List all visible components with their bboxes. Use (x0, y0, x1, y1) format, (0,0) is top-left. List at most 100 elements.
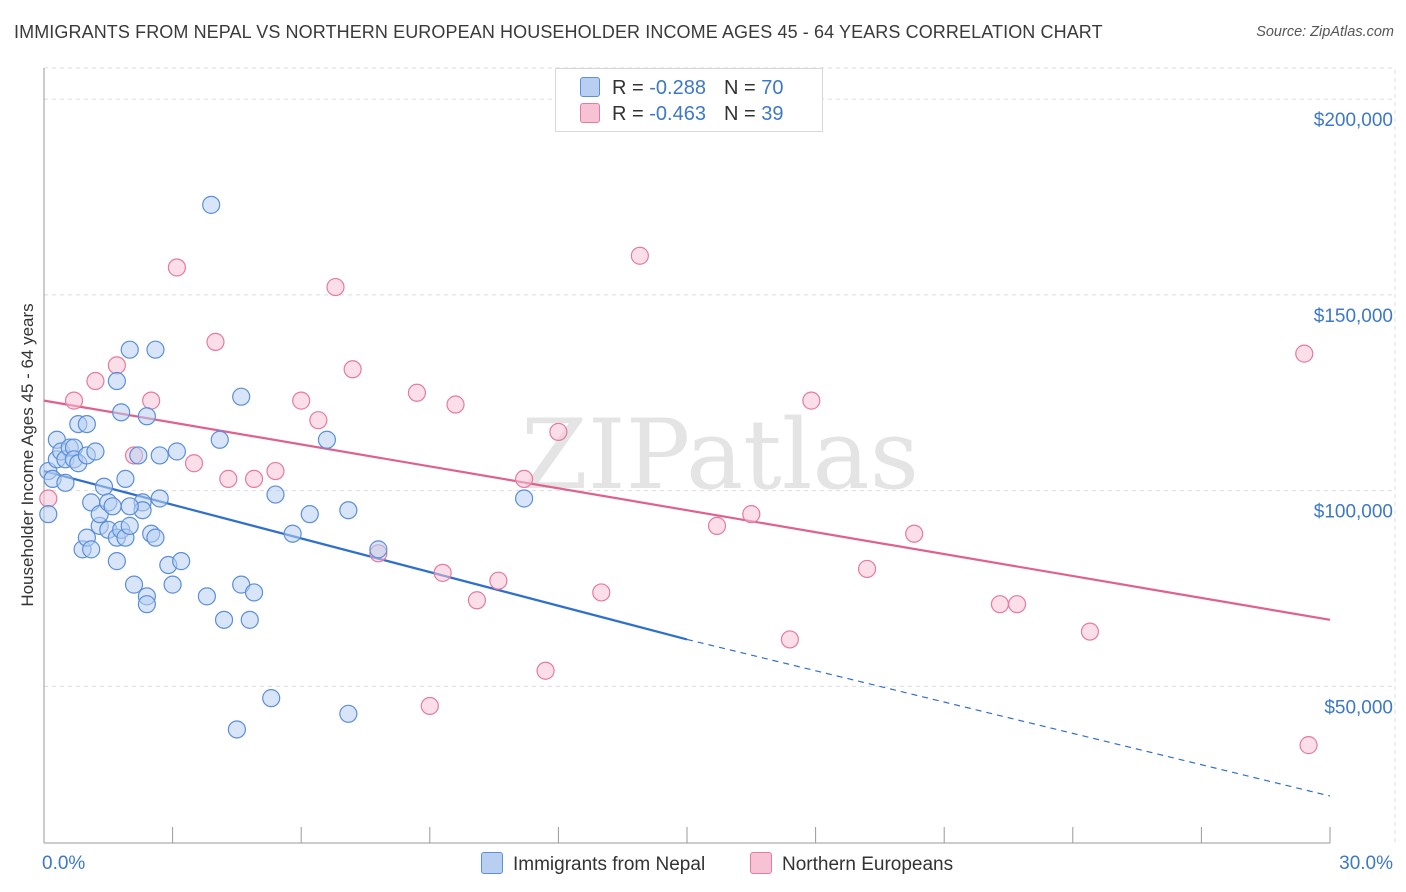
nepal-point (116, 469, 135, 489)
y-tick-label: $100,000 (1314, 502, 1393, 523)
x-tick-label: 0.0% (42, 853, 85, 874)
source-label: Source: ZipAtlas.com (1256, 24, 1394, 40)
nepal-point (120, 340, 139, 359)
legend-row-northern-europeans: R = -0.463 N = 39 (580, 103, 783, 127)
bottom-legend-nepal: Immigrants from Nepal (481, 852, 705, 876)
bottom-legend-swatch-pink (750, 852, 772, 874)
northern-european-point (857, 559, 877, 579)
nepal-point (94, 477, 114, 496)
nepal-point (137, 407, 156, 426)
nepal-point (266, 485, 285, 504)
nepal-point (137, 595, 156, 614)
northern-european-point (549, 422, 568, 442)
nepal-point (227, 720, 246, 739)
y-tick-label: $150,000 (1314, 306, 1393, 327)
northern-european-point (742, 505, 761, 524)
northern-european-point (780, 630, 799, 649)
nepal-point (56, 473, 75, 492)
northern-european-point (536, 661, 555, 680)
northern-european-point (1007, 595, 1027, 614)
legend-row-nepal: R = -0.288 N = 70 (580, 77, 783, 101)
northern-european-point (206, 332, 225, 351)
nepal-point (86, 442, 105, 461)
nepal-point (197, 587, 216, 606)
nepal-point (82, 540, 101, 559)
y-axis-label: Householder Income Ages 45 - 64 years (18, 303, 37, 606)
northern-european-point (219, 469, 238, 489)
nepal-point (172, 552, 191, 571)
nepal-trend-line-extrapolated (686, 638, 1331, 797)
northern-european-point (1299, 736, 1318, 755)
northern-european-point (343, 360, 362, 379)
northern-european-point (167, 258, 186, 277)
northern-european-point (292, 391, 311, 410)
northern-european-point (244, 469, 264, 489)
northern-european-point (592, 583, 611, 602)
chart-title: IMMIGRANTS FROM NEPAL VS NORTHERN EUROPE… (14, 22, 1103, 42)
nepal-point (244, 583, 264, 602)
nepal-point (150, 446, 169, 465)
y-tick-label: $50,000 (1324, 697, 1393, 718)
x-tick-label: 30.0% (1339, 853, 1393, 874)
nepal-point (283, 524, 302, 543)
nepal-point (339, 704, 358, 723)
northern-european-point (707, 516, 727, 535)
nepal-point (103, 497, 122, 516)
northern-european-point (515, 469, 534, 489)
nepal-point (107, 371, 126, 391)
northern-european-point (142, 391, 161, 410)
nepal-point (129, 446, 148, 465)
axes (43, 68, 1331, 844)
watermark: ZIPatlas (521, 399, 919, 511)
northern-europeans-trend-line (43, 399, 1331, 621)
nepal-point (39, 505, 58, 524)
northern-european-point (86, 371, 105, 391)
legend-r-value: -0.288 (649, 77, 706, 99)
northern-european-point (326, 277, 345, 297)
nepal-point (369, 540, 388, 559)
northern-european-point (266, 461, 285, 481)
nepal-point (214, 610, 234, 629)
northern-european-point (1080, 622, 1100, 641)
nepal-point (300, 505, 319, 524)
nepal-point (112, 403, 131, 422)
northern-european-point (433, 563, 452, 582)
northern-european-point (184, 454, 204, 473)
nepal-point (515, 489, 534, 508)
nepal-point (120, 516, 139, 535)
nepal-point (317, 430, 337, 449)
northern-european-point (107, 356, 126, 375)
nepal-point (150, 489, 169, 508)
nepal-point (232, 387, 251, 406)
legend-swatch-blue (580, 77, 600, 97)
legend-n-value: 39 (761, 103, 784, 125)
nepal-point (120, 497, 139, 516)
northern-european-point (467, 591, 487, 610)
legend-n-value: 70 (761, 77, 784, 99)
nepal-point (146, 340, 165, 359)
northern-european-point (407, 383, 427, 402)
nepal-point (163, 575, 182, 594)
bottom-legend-swatch-blue (481, 852, 503, 874)
y-tick-label: $200,000 (1314, 110, 1393, 131)
nepal-point (240, 610, 259, 629)
nepal-point (339, 501, 358, 520)
northern-european-point (802, 391, 821, 410)
northern-european-point (446, 395, 465, 414)
tick-labels: $50,000 $100,000 $150,000 $200,000 0.0% 30.0% (42, 110, 1393, 874)
legend-r-value: -0.463 (649, 103, 706, 125)
nepal-point (107, 552, 126, 571)
northern-european-point (309, 411, 328, 430)
nepal-point (167, 442, 186, 461)
nepal-point (146, 528, 165, 547)
northern-european-point (489, 571, 508, 590)
northern-european-point (905, 524, 924, 543)
bottom-legend-northern-europeans: Northern Europeans (750, 852, 953, 876)
nepal-point (77, 414, 96, 434)
legend-swatch-pink (580, 103, 600, 123)
northern-european-point (630, 246, 649, 265)
nepal-point (202, 195, 221, 214)
northern-european-point (39, 489, 58, 508)
nepal-point (210, 430, 229, 449)
